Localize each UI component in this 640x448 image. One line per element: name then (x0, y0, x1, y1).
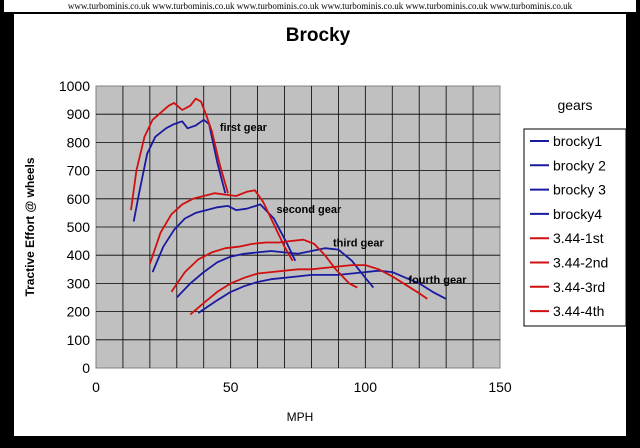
legend-label: brocky4 (553, 206, 602, 222)
y-tick-label: 600 (67, 191, 91, 207)
gear-annotation: fourth gear (408, 274, 467, 286)
series-line (151, 203, 297, 273)
legend-label: brocky 3 (553, 182, 606, 198)
gear-annotation: first gear (220, 122, 268, 134)
y-tick-label: 700 (67, 163, 91, 179)
gear-annotation: second gear (276, 204, 342, 216)
tractive-effort-chart: Brocky 01002003004005006007008009001000 … (23, 25, 627, 424)
series-line (197, 269, 447, 314)
series-lines (130, 97, 447, 316)
x-axis-ticks: 0 50 100 150 (92, 379, 512, 395)
legend-label: brocky1 (553, 133, 602, 149)
legend-label: 3.44-3rd (553, 279, 605, 295)
y-tick-label: 800 (67, 134, 91, 150)
y-tick-label: 0 (82, 360, 90, 376)
series-line (130, 97, 229, 211)
y-tick-label: 900 (67, 106, 91, 122)
gear-annotation: third gear (333, 238, 384, 250)
chart-area: Brocky 0 100 200 300 400 500 600 700 800 900 1000 … (14, 14, 627, 436)
grid-lines (96, 86, 500, 368)
series-line (170, 238, 358, 293)
y-axis-label: Tractive Effort @ wheels (23, 157, 37, 296)
x-tick-label: 50 (223, 379, 239, 395)
legend-title: gears (557, 97, 592, 113)
y-tick-label: 400 (67, 247, 91, 263)
series-line (149, 189, 294, 264)
x-tick-label: 0 (92, 379, 100, 395)
y-tick-label: 200 (67, 304, 91, 320)
y-tick-label: 100 (67, 332, 91, 348)
y-tick-label: 1000 (59, 78, 90, 94)
chart-title: Brocky (286, 25, 351, 46)
y-tick-label: 300 (67, 275, 91, 291)
legend-label: 3.44-2nd (553, 255, 608, 271)
watermark-banner: www.turbominis.co.uk www.turbominis.co.u… (4, 0, 636, 12)
legend-box (523, 128, 627, 327)
gear-annotations: first gear second gear third gear fourth ge… (220, 122, 467, 286)
series-line (176, 247, 375, 299)
y-tick-label: 500 (67, 219, 91, 235)
x-axis-label: MPH (287, 410, 314, 424)
legend-label: brocky 2 (553, 157, 606, 173)
x-tick-label: 100 (354, 379, 378, 395)
series-line (189, 264, 428, 316)
legend: brocky1 brocky 2 brocky 3 brocky4 3.44-1st 3.… (530, 133, 608, 319)
y-axis-ticks: 0 100 200 300 400 500 600 700 800 900 1000 (59, 78, 90, 376)
legend-label: 3.44-1st (553, 230, 604, 246)
legend-label: 3.44-4th (553, 303, 604, 319)
x-tick-label: 150 (488, 379, 512, 395)
